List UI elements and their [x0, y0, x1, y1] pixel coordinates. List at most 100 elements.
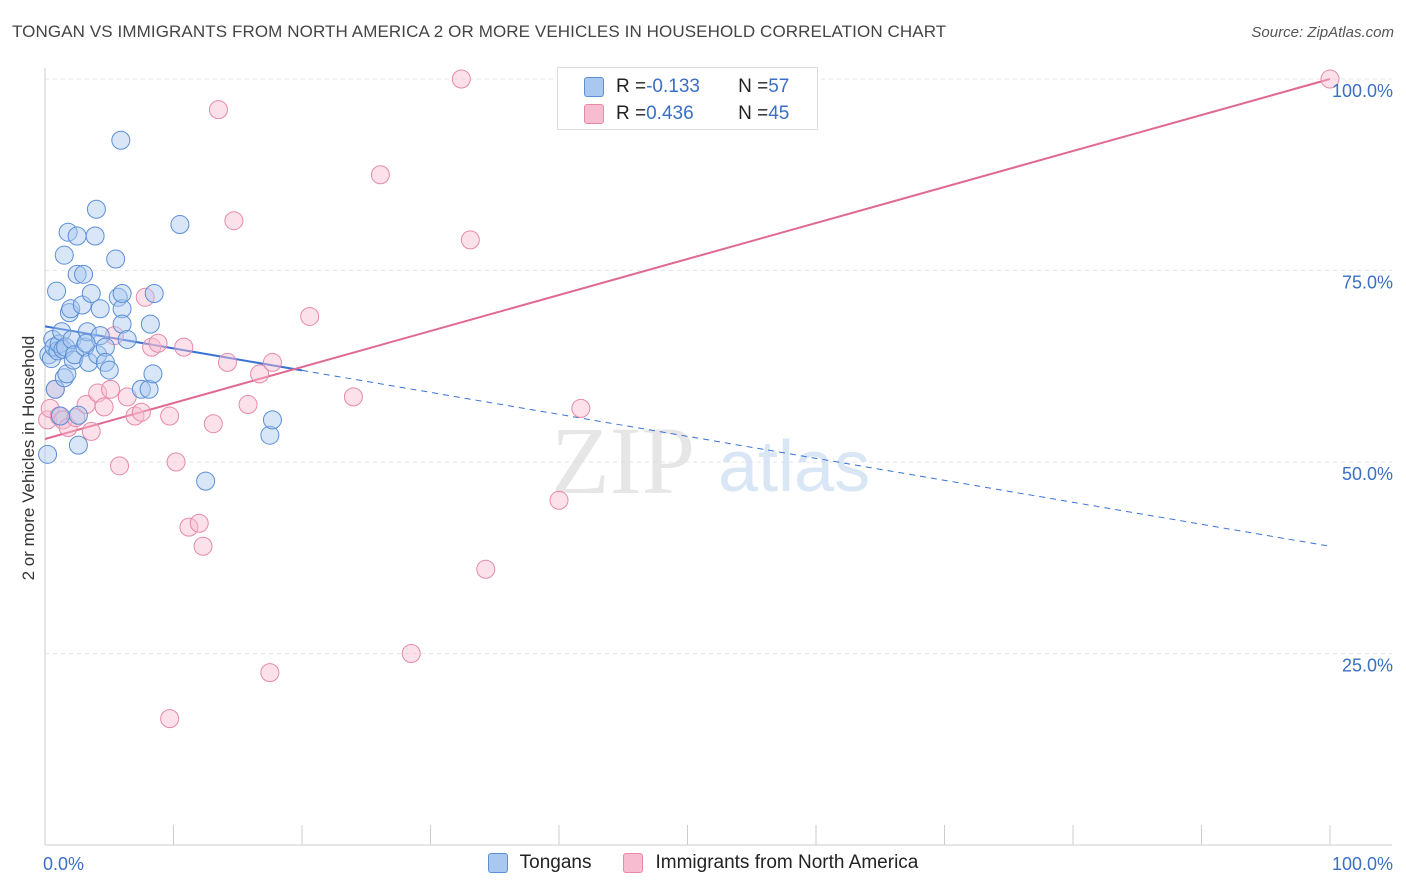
point-tongans — [61, 299, 81, 319]
legend-swatch-immigrants — [623, 853, 644, 873]
point-tongans — [99, 360, 119, 380]
point-immigrants — [179, 517, 199, 537]
legend-label-immigrants: Immigrants from North America — [655, 852, 919, 873]
point-immigrants — [193, 536, 213, 556]
trend-line-tongans — [44, 325, 303, 372]
legend-swatch-tongans — [487, 853, 508, 873]
point-immigrants — [203, 414, 223, 434]
point-immigrants — [1320, 69, 1340, 89]
point-immigrants — [208, 100, 228, 120]
trend-lines — [44, 78, 1331, 547]
legend-swatch-immigrants — [584, 104, 604, 124]
point-immigrants — [81, 421, 101, 441]
stats-legend: R = -0.133 N = 57 R = 0.436 N = 45 — [557, 67, 818, 130]
point-tongans — [262, 410, 282, 430]
legend-r-label: R = — [616, 76, 647, 97]
point-tongans — [86, 199, 106, 219]
point-tongans — [112, 299, 132, 319]
source-link[interactable]: ZipAtlas.com — [1307, 24, 1394, 41]
point-tongans — [54, 245, 74, 265]
point-tongans — [67, 264, 87, 284]
point-tongans — [74, 264, 94, 284]
point-immigrants — [549, 490, 569, 510]
point-tongans — [38, 444, 58, 464]
point-tongans — [143, 364, 163, 384]
point-immigrants — [38, 410, 58, 430]
point-immigrants — [401, 644, 421, 663]
series-legend: Tongans Immigrants from North America — [0, 852, 1406, 874]
legend-label-tongans: Tongans — [519, 852, 592, 873]
point-immigrants — [238, 395, 258, 415]
point-tongans — [170, 215, 190, 235]
point-tongans — [131, 379, 151, 399]
point-immigrants — [160, 406, 180, 426]
point-immigrants — [224, 211, 244, 231]
tick-labels: 25.0% 50.0% 75.0% 100.0% 0.0% 100.0% — [43, 81, 1393, 874]
legend-n-value-tongans: 57 — [768, 76, 790, 97]
point-tongans — [41, 349, 61, 369]
point-tongans — [85, 226, 105, 246]
point-immigrants — [148, 333, 168, 353]
point-immigrants — [300, 306, 320, 326]
y-tick-label: 100.0% — [1332, 81, 1393, 101]
legend-item-tongans[interactable]: Tongans — [487, 852, 592, 874]
chart-source: Source: ZipAtlas.com — [1251, 24, 1394, 41]
point-immigrants — [343, 387, 363, 407]
x-tick-label: 100.0% — [1332, 854, 1393, 874]
point-tongans — [140, 314, 160, 334]
y-axis-label: 2 or more Vehicles in Household — [19, 335, 38, 581]
point-tongans — [76, 333, 96, 353]
watermark: ZIP atlas — [551, 407, 870, 514]
point-immigrants — [101, 379, 121, 399]
y-tick-label: 25.0% — [1342, 656, 1393, 676]
point-immigrants — [110, 456, 130, 476]
point-immigrants — [166, 452, 186, 472]
point-tongans — [112, 283, 132, 303]
legend-r-label: R = — [616, 103, 647, 124]
source-prefix: Source: — [1251, 24, 1308, 41]
point-immigrants — [250, 364, 270, 384]
point-tongans — [88, 345, 108, 365]
point-immigrants — [66, 408, 86, 428]
point-tongans — [90, 299, 110, 319]
point-tongans — [144, 283, 164, 303]
point-tongans — [68, 405, 88, 425]
point-tongans — [106, 249, 126, 269]
y-tick-label: 50.0% — [1342, 464, 1393, 484]
watermark-zip: ZIP — [551, 407, 695, 514]
point-immigrants — [370, 165, 390, 185]
axes — [44, 68, 1392, 846]
point-tongans — [108, 287, 128, 307]
legend-n-value-immigrants: 45 — [768, 103, 790, 124]
chart-title: TONGAN VS IMMIGRANTS FROM NORTH AMERICA … — [12, 22, 947, 41]
legend-row-immigrants: R = 0.436 N = 45 — [584, 101, 789, 127]
point-immigrants — [131, 402, 151, 422]
legend-item-immigrants[interactable]: Immigrants from North America — [623, 852, 918, 874]
point-tongans — [196, 471, 216, 491]
point-immigrants — [451, 69, 471, 89]
point-tongans — [139, 379, 159, 399]
point-immigrants — [160, 709, 180, 729]
point-tongans — [260, 425, 280, 445]
point-tongans — [81, 283, 101, 303]
point-immigrants — [476, 559, 496, 579]
point-tongans — [95, 337, 115, 357]
point-tongans — [50, 406, 70, 426]
legend-n-label: N = — [738, 76, 769, 97]
scatter-points — [38, 69, 1340, 729]
point-tongans — [117, 329, 137, 349]
point-immigrants — [217, 352, 237, 372]
point-immigrants — [189, 513, 209, 533]
legend-r-value-tongans: -0.133 — [646, 76, 700, 97]
point-immigrants — [58, 418, 78, 438]
watermark-atlas: atlas — [718, 427, 870, 507]
legend-row-tongans: R = -0.133 N = 57 — [584, 74, 789, 100]
point-tongans — [67, 226, 87, 246]
point-immigrants — [262, 352, 282, 372]
point-immigrants — [174, 337, 194, 357]
y-tick-label: 75.0% — [1342, 273, 1393, 293]
legend-swatch-tongans — [584, 77, 604, 97]
x-tick-label: 0.0% — [43, 854, 84, 874]
point-tongans — [47, 281, 67, 301]
